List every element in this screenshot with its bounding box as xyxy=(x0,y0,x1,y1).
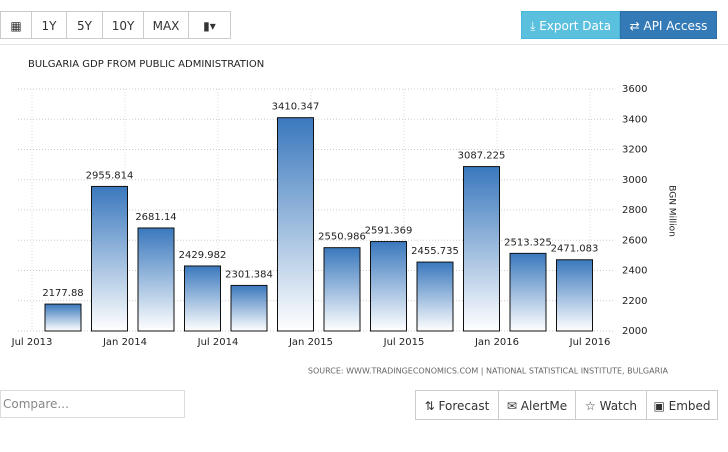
data-label: 2301.384 xyxy=(225,269,273,280)
bar xyxy=(370,241,407,332)
y-tick-label: 3600 xyxy=(622,84,647,95)
footer-button-label: Embed xyxy=(668,399,711,413)
data-label: 2550.986 xyxy=(318,232,366,243)
data-label: 2591.369 xyxy=(365,226,413,237)
data-label: 2955.814 xyxy=(86,170,134,181)
export-button[interactable]: ⤓ Export Data xyxy=(521,11,620,39)
bar xyxy=(323,247,361,332)
bar xyxy=(230,284,268,332)
footer-button-label: Forecast xyxy=(438,399,490,413)
bar xyxy=(416,261,454,332)
y-tick-label: 2000 xyxy=(622,326,647,337)
bar xyxy=(44,303,82,332)
footer-button[interactable]: ⇅ Forecast xyxy=(415,390,499,420)
data-label: 2681.14 xyxy=(135,212,176,223)
range-button[interactable]: MAX xyxy=(143,11,189,39)
x-tick-label: Jan 2016 xyxy=(474,337,519,348)
x-tick-label: Jul 2014 xyxy=(197,337,239,348)
footer-button-label: Watch xyxy=(599,399,637,413)
x-tick-label: Jul 2016 xyxy=(569,337,611,348)
bar xyxy=(277,117,314,332)
footer-button[interactable]: ☆ Watch xyxy=(575,390,647,420)
y-tick-label: 2200 xyxy=(622,296,647,307)
range-button[interactable]: 10Y xyxy=(102,11,144,39)
y-tick-label: 3200 xyxy=(622,145,647,156)
data-label: 3087.225 xyxy=(458,151,506,162)
y-tick-label: 3400 xyxy=(622,114,647,125)
bar xyxy=(184,265,221,332)
x-tick-label: Jan 2015 xyxy=(288,337,333,348)
divider xyxy=(0,44,728,45)
y-tick-label: 2400 xyxy=(622,266,647,277)
source: SOURCE: WWW.TRADINGECONOMICS.COM | NATIO… xyxy=(308,367,669,376)
footer-button[interactable]: ▣ Embed xyxy=(646,390,718,420)
y-tick-label: 2600 xyxy=(622,235,647,246)
chart-title: BULGARIA GDP FROM PUBLIC ADMINISTRATION xyxy=(28,59,264,70)
x-tick-label: Jul 2013 xyxy=(11,337,53,348)
chart-type-button[interactable]: ▮▾ xyxy=(188,11,231,39)
x-tick-label: Jan 2014 xyxy=(102,337,147,348)
data-label: 3410.347 xyxy=(272,102,320,113)
compare-input[interactable]: Compare... xyxy=(0,390,185,418)
data-label: 2429.982 xyxy=(179,250,227,261)
bar xyxy=(509,252,547,332)
footer-button-label: AlertMe xyxy=(520,399,568,413)
data-label: 2471.083 xyxy=(551,244,599,255)
range-button[interactable]: 1Y xyxy=(31,11,67,39)
bar xyxy=(137,227,175,332)
bar xyxy=(91,185,128,332)
bar xyxy=(556,259,593,332)
bar xyxy=(463,166,500,332)
range-button[interactable]: 5Y xyxy=(66,11,103,39)
export-label: Export Data xyxy=(539,19,611,33)
x-tick-label: Jul 2015 xyxy=(383,337,425,348)
data-label: 2177.88 xyxy=(42,288,83,299)
data-label: 2513.325 xyxy=(504,237,552,248)
y-tick-label: 3000 xyxy=(622,175,647,186)
chart: BULGARIA GDP FROM PUBLIC ADMINISTRATION … xyxy=(11,59,677,376)
footer-button[interactable]: ✉ AlertMe xyxy=(498,390,576,420)
calendar-button[interactable]: ▦ xyxy=(0,11,32,39)
y-tick-label: 2800 xyxy=(622,205,647,216)
api-button[interactable]: ⇄ API Access xyxy=(620,11,717,39)
data-label: 2455.735 xyxy=(411,246,459,257)
y-axis-label: BGN Million xyxy=(667,185,677,237)
api-label: API Access xyxy=(643,19,708,33)
